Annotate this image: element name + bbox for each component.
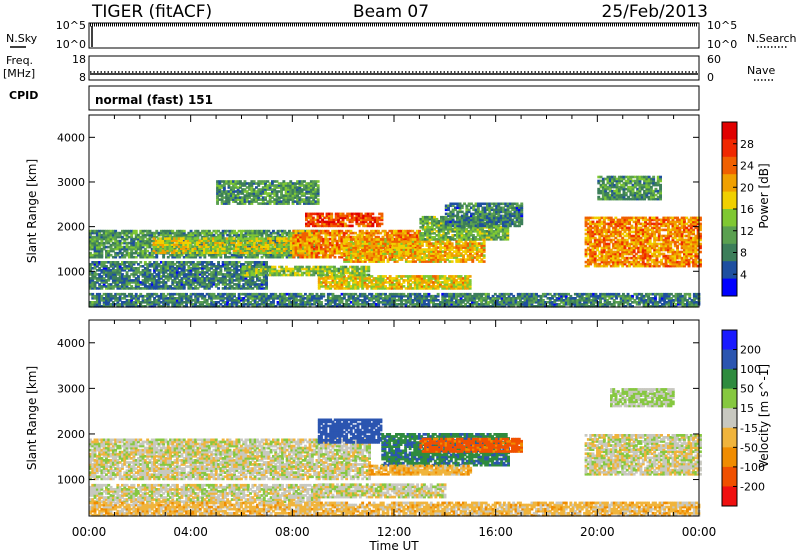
freq-unit-label: [MHz] <box>3 67 35 80</box>
data-cell <box>139 261 142 264</box>
nave-label: Nave <box>747 64 775 77</box>
data-cell <box>381 223 384 226</box>
beam-label: Beam 07 <box>353 2 429 22</box>
nave-tick-bottom: 0 <box>707 71 714 84</box>
freq-tick-top: 18 <box>72 53 86 66</box>
data-cell <box>451 260 454 263</box>
data-cell <box>381 213 384 216</box>
nsearch-label: N.Search <box>747 32 797 45</box>
freq-label: Freq. <box>6 54 33 67</box>
data-cell <box>483 260 486 263</box>
radar-title: TIGER (fitACF) <box>91 2 212 22</box>
nsearch-tick-bottom: 10^0 <box>707 38 737 51</box>
data-cell <box>265 261 268 264</box>
data-cell <box>451 242 454 245</box>
data-cell <box>330 213 333 216</box>
power-region <box>305 213 383 228</box>
nsky-panel: N.Sky 10^5 10^0 10^5 10^0 N.Search <box>6 19 797 51</box>
nsky-tick-top: 10^5 <box>56 19 86 32</box>
power-region <box>343 238 485 263</box>
rti-figure: TIGER (fitACF) Beam 07 25/Feb/2013 N.Sky… <box>0 0 800 554</box>
cpid-label: CPID <box>9 89 38 102</box>
freq-panel: Freq. [MHz] 18 8 60 0 Nave <box>3 53 775 84</box>
data-cell <box>217 287 220 290</box>
nsearch-tick-top: 10^5 <box>707 19 737 32</box>
data-cell <box>321 213 324 216</box>
data-cell <box>483 254 486 257</box>
power-plot-area <box>89 176 702 308</box>
cpid-text: normal (fast) 151 <box>95 93 213 107</box>
data-cell <box>183 230 186 233</box>
power-region <box>89 261 268 290</box>
freq-tick-bottom: 8 <box>79 71 86 84</box>
nave-tick-top: 60 <box>707 53 721 66</box>
data-cell <box>351 225 354 228</box>
power-region <box>318 275 472 290</box>
data-cell <box>272 237 275 240</box>
nsky-tick-bottom: 10^0 <box>56 38 86 51</box>
nsky-label: N.Sky <box>6 32 38 45</box>
data-cell <box>135 230 138 233</box>
data-cell <box>371 213 374 216</box>
data-cell <box>217 261 220 264</box>
date-label: 25/Feb/2013 <box>602 2 708 22</box>
data-cell <box>334 256 337 259</box>
data-cell <box>149 269 152 272</box>
cpid-panel: CPID normal (fast) 151 <box>9 86 699 110</box>
